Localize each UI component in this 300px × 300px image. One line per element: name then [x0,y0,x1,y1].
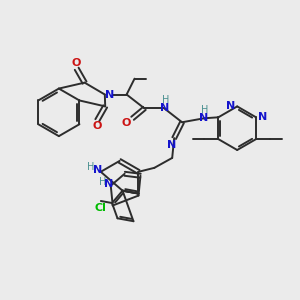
Text: N: N [160,103,169,113]
Text: N: N [199,113,208,123]
Text: N: N [105,89,114,100]
Text: N: N [167,140,176,150]
Text: N: N [93,165,102,175]
Text: N: N [104,179,113,189]
Text: H: H [162,95,169,106]
Text: H: H [99,177,106,187]
Text: N: N [226,101,235,111]
Text: N: N [258,112,268,122]
Text: O: O [122,118,131,128]
Text: O: O [93,121,102,131]
Text: H: H [201,105,208,116]
Text: H: H [87,162,94,172]
Text: O: O [72,58,81,68]
Text: Cl: Cl [95,203,107,213]
